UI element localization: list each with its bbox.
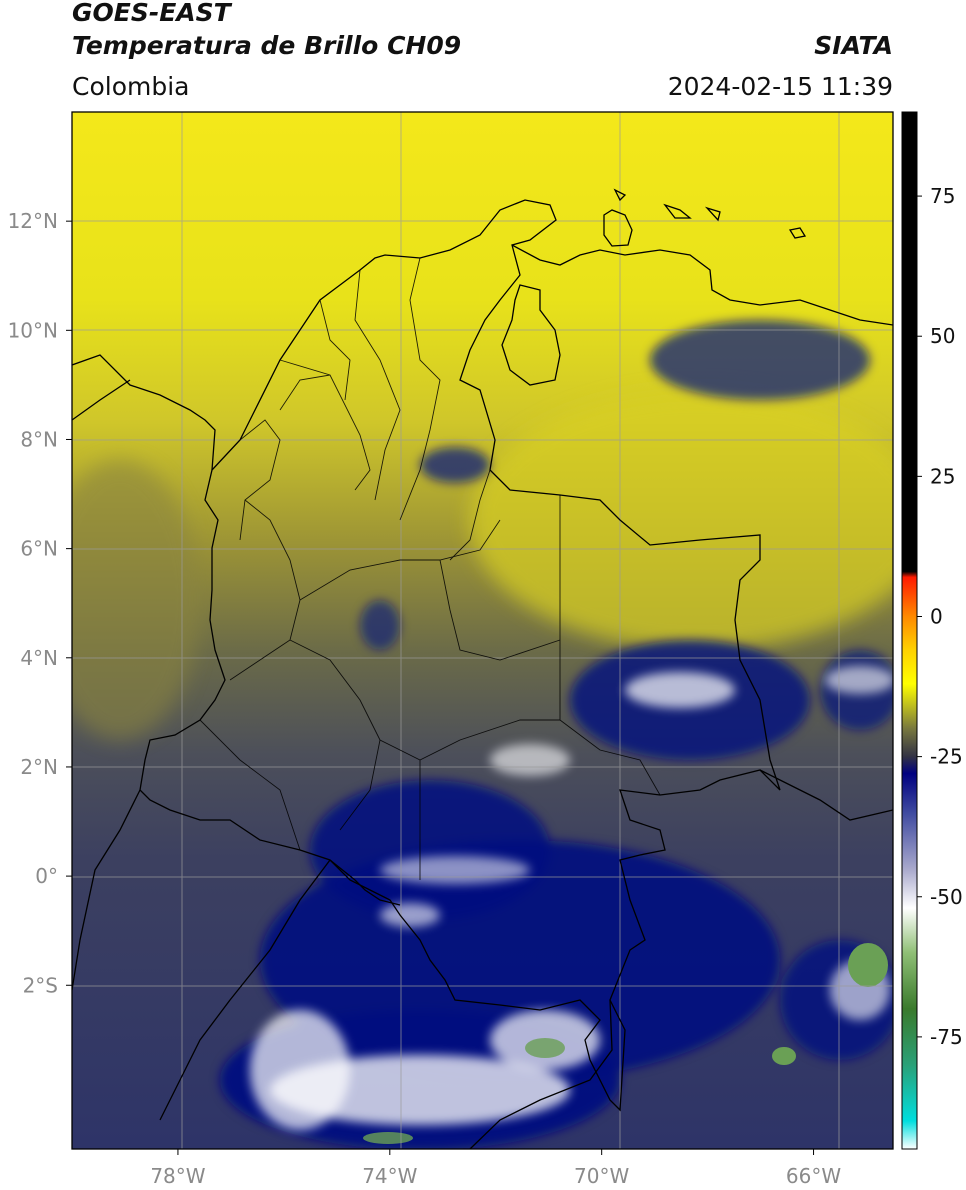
longitude-ticks: 78°W 74°W 70°W 66°W [150,1149,841,1188]
product-subtitle: Temperatura de Brillo CH09 [72,31,462,60]
lon-tick-label: 78°W [150,1164,205,1188]
lon-tick-label: 74°W [362,1164,417,1188]
colorbar-tick-label: -50 [930,885,963,909]
colorbar-tick-label: -75 [930,1025,963,1049]
colorbar [902,112,917,1149]
region-label: Colombia [72,72,190,101]
colorbar-tick-label: 25 [930,464,955,488]
lat-tick-label: 0° [35,864,58,888]
colorbar-tick-label: 50 [930,324,955,348]
colorbar-tick-label: 75 [930,184,955,208]
graticule [72,112,893,1149]
colorbar-ticks: 75 50 25 0 -25 -50 -75 [917,184,963,1049]
datetime-label: 2024-02-15 11:39 [667,72,893,101]
department-borders [199,257,661,880]
brightness-temperature-field [72,112,893,1149]
country-borders [72,188,893,1149]
lat-tick-label: 10°N [8,318,58,342]
lat-tick-label: 2°N [20,755,58,779]
latitude-ticks: 12°N 10°N 8°N 6°N 4°N 2°N 0° 2°S [8,209,72,997]
lat-tick-label: 12°N [8,209,58,233]
agency-label: SIATA [814,31,893,60]
lat-tick-label: 6°N [20,537,58,561]
lat-tick-label: 8°N [20,427,58,451]
map-frame [71,111,894,1150]
colorbar-tick-label: -25 [930,745,963,769]
product-title: GOES-EAST [72,0,231,27]
lat-tick-label: 2°S [23,973,58,997]
colorbar-tick-label: 0 [930,604,943,628]
lon-tick-label: 66°W [786,1164,841,1188]
lat-tick-label: 4°N [20,646,58,670]
lon-tick-label: 70°W [574,1164,629,1188]
